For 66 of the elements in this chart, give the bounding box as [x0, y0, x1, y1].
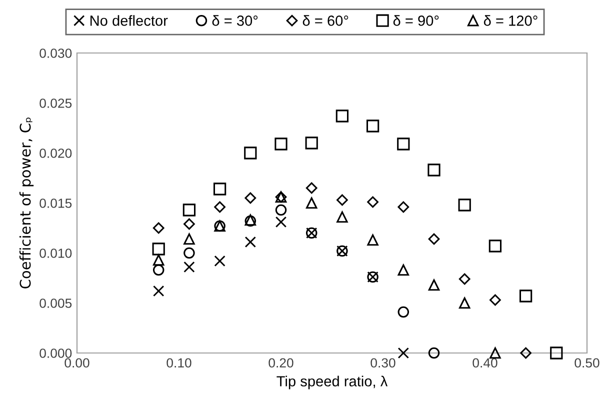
point — [458, 198, 471, 212]
point — [305, 136, 318, 150]
point — [306, 197, 318, 209]
point — [550, 346, 563, 360]
point — [275, 216, 287, 228]
point — [428, 347, 440, 359]
point — [490, 347, 501, 359]
point — [306, 182, 318, 194]
point — [244, 192, 256, 204]
x-tick-label: 0.20 — [268, 358, 294, 368]
point — [214, 201, 226, 213]
point — [182, 204, 196, 216]
point — [428, 233, 440, 245]
legend-label: No deflector — [90, 15, 168, 26]
point — [213, 182, 226, 196]
point — [490, 294, 501, 306]
point — [152, 264, 164, 276]
point — [336, 211, 348, 223]
point — [398, 264, 410, 276]
point — [428, 279, 440, 291]
legend-label: δ = 30° — [212, 15, 258, 26]
point — [214, 255, 226, 267]
point — [152, 242, 165, 256]
point — [336, 194, 348, 206]
point — [274, 138, 288, 150]
x-axis-title: Tip speed ratio, λ — [276, 376, 388, 390]
legend-label: δ = 90° — [393, 15, 439, 26]
x-tick-label: 0.10 — [166, 358, 192, 368]
point — [275, 204, 287, 216]
point — [367, 196, 378, 208]
point — [184, 233, 195, 245]
point — [336, 110, 349, 122]
point — [398, 306, 410, 318]
point — [152, 285, 164, 297]
point — [152, 222, 164, 234]
point — [244, 146, 257, 160]
point — [458, 273, 470, 285]
y-tick-label: 0.025 — [40, 98, 72, 108]
x-tick-label: 0.30 — [370, 358, 396, 368]
point — [397, 138, 410, 150]
point — [398, 201, 410, 213]
point — [367, 234, 378, 246]
point — [184, 247, 195, 259]
y-tick-label: 0.020 — [40, 148, 72, 158]
y-tick-label: 0.000 — [40, 348, 72, 358]
y-tick-label: 0.005 — [40, 298, 72, 308]
point — [428, 164, 440, 176]
legend-label: δ = 120° — [484, 15, 538, 26]
point — [184, 218, 195, 230]
point — [519, 290, 532, 302]
y-tick-label: 0.010 — [40, 248, 72, 258]
point — [398, 347, 410, 359]
x-tick-label: 0.50 — [574, 358, 600, 368]
legend-label: δ = 60° — [302, 15, 348, 26]
point — [152, 254, 164, 266]
x-tick-label: 0.00 — [64, 358, 90, 368]
point — [520, 347, 532, 359]
point — [488, 240, 502, 252]
y-tick-label: 0.015 — [40, 198, 72, 208]
point — [184, 261, 195, 273]
y-tick-label: 0.030 — [40, 48, 72, 58]
point — [244, 236, 256, 248]
y-axis-title: Coefficient of power, Cₚ — [19, 118, 34, 288]
x-tick-label: 0.40 — [472, 358, 498, 368]
point — [458, 297, 470, 309]
point — [366, 120, 380, 132]
